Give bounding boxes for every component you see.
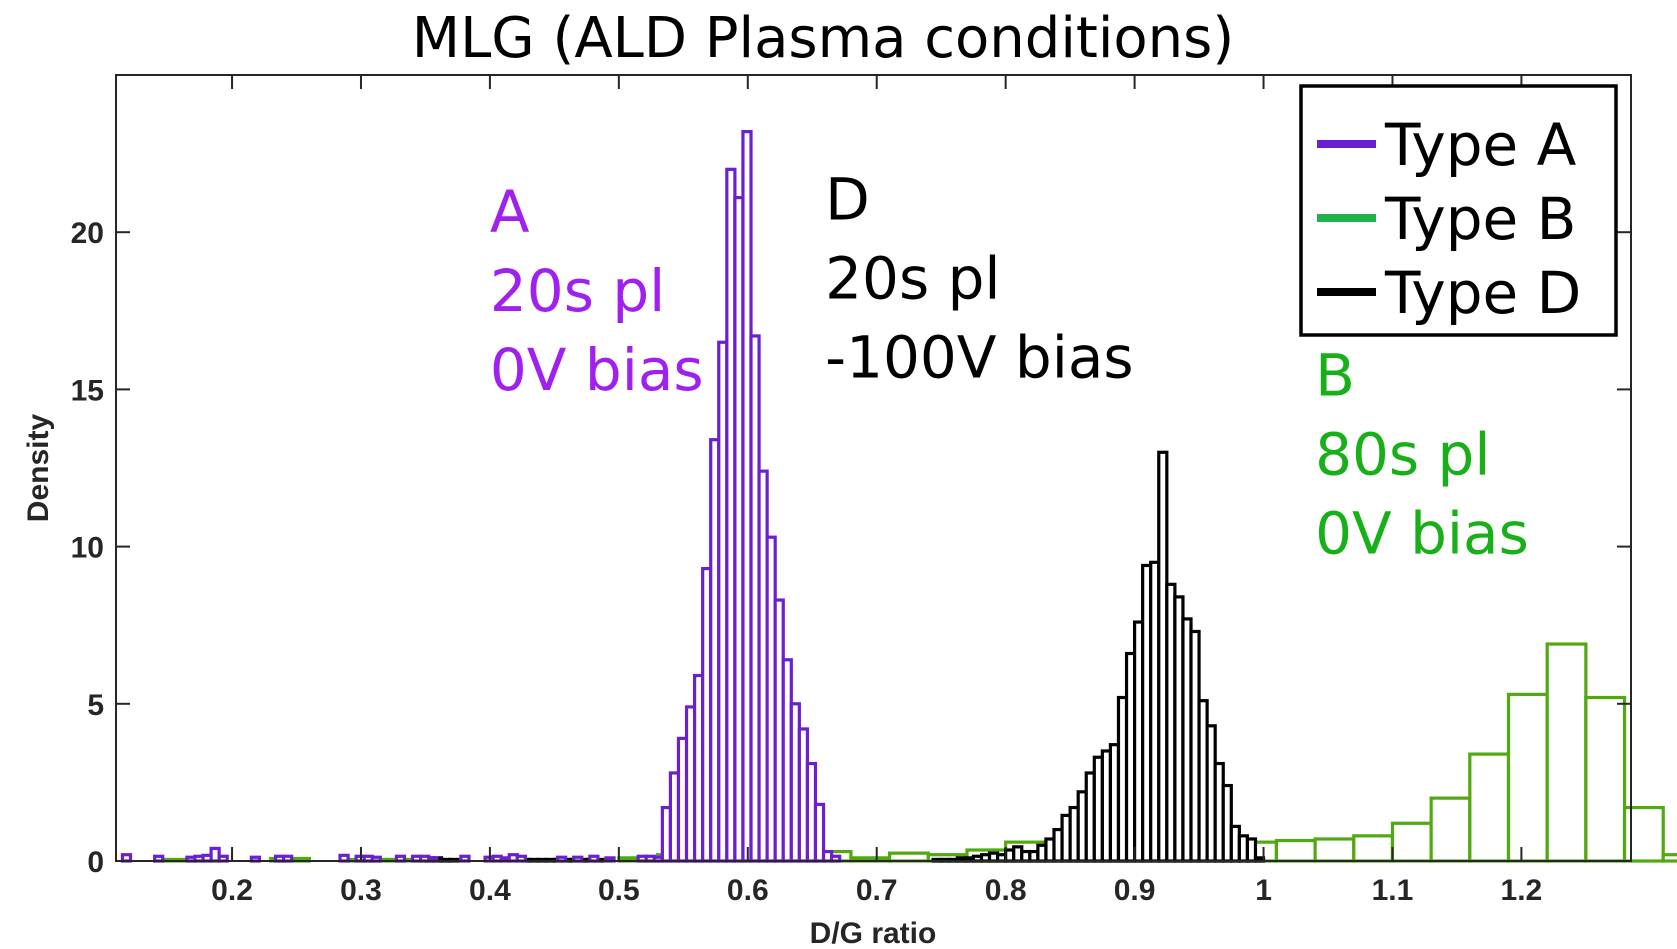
annotation-line: 0V bias <box>1315 500 1529 568</box>
y-tick-label: 0 <box>87 846 104 879</box>
legend-label: Type A <box>1384 111 1577 179</box>
y-axis-label: Density <box>22 414 55 523</box>
x-tick-label: 0.3 <box>340 874 382 907</box>
annotation-line: 20s pl <box>825 245 1000 313</box>
annotation-line: D <box>825 166 870 234</box>
series-type-b <box>153 642 1677 863</box>
x-tick-label: 0.2 <box>211 874 253 907</box>
legend-item-type-a: Type A <box>1317 111 1577 179</box>
legend-label: Type B <box>1384 185 1576 253</box>
annotation-line: 0V bias <box>490 336 704 404</box>
legend-label: Type D <box>1384 259 1581 327</box>
plot-frame <box>115 74 1632 862</box>
annotation-line: B <box>1315 342 1355 410</box>
bar-type-b <box>888 851 930 863</box>
bar-type-b <box>1313 837 1356 863</box>
annotation-d: D 20s pl -100V bias <box>825 166 1133 392</box>
bar-type-b <box>1584 695 1627 863</box>
bar-type-b <box>1661 853 1677 863</box>
x-axis-label: D/G ratio <box>810 917 937 949</box>
x-tick-label: 0.7 <box>856 874 898 907</box>
axes: 0.2 0.3 0.4 0.5 0.6 0.7 0.8 0.9 1 1.1 1.2 0 5 10 15 20 <box>71 75 1631 907</box>
x-tick-label: 0.4 <box>469 874 511 907</box>
bar-type-b <box>1545 642 1588 863</box>
x-tick-label: 0.6 <box>727 874 769 907</box>
y-tick-label: 15 <box>71 374 104 407</box>
y-tick-label: 20 <box>71 217 104 250</box>
annotation-line: 80s pl <box>1315 421 1490 489</box>
series-type-d <box>423 450 1266 863</box>
series-type-a <box>120 129 842 863</box>
annotation-line: -100V bias <box>825 324 1133 392</box>
annotation-line: A <box>490 178 530 246</box>
annotation-b: B 80s pl 0V bias <box>1315 342 1529 568</box>
bar-type-b <box>1274 838 1317 863</box>
legend-item-type-d: Type D <box>1317 259 1581 327</box>
annotation-line: 20s pl <box>490 257 665 325</box>
legend-item-type-b: Type B <box>1317 185 1576 253</box>
bar-type-b <box>1390 821 1433 863</box>
annotations: A 20s pl 0V bias D 20s pl -100V bias B 80s pl 0V… <box>490 166 1529 568</box>
x-tick-label: 0.5 <box>598 874 640 907</box>
bar-type-b <box>1506 692 1549 863</box>
annotation-a: A 20s pl 0V bias <box>490 178 704 404</box>
bar-type-b <box>1429 796 1472 863</box>
y-tick-label: 10 <box>71 532 104 565</box>
y-tick-label: 5 <box>87 689 104 722</box>
x-tick-label: 0.8 <box>985 874 1027 907</box>
x-tick-label: 1.2 <box>1501 874 1543 907</box>
x-tick-label: 1 <box>1255 874 1272 907</box>
x-tick-label: 1.1 <box>1372 874 1414 907</box>
chart-title: MLG (ALD Plasma conditions) <box>412 6 1234 71</box>
bar-type-b <box>1468 752 1511 863</box>
x-tick-label: 0.9 <box>1114 874 1156 907</box>
bar-type-b <box>1352 834 1395 863</box>
